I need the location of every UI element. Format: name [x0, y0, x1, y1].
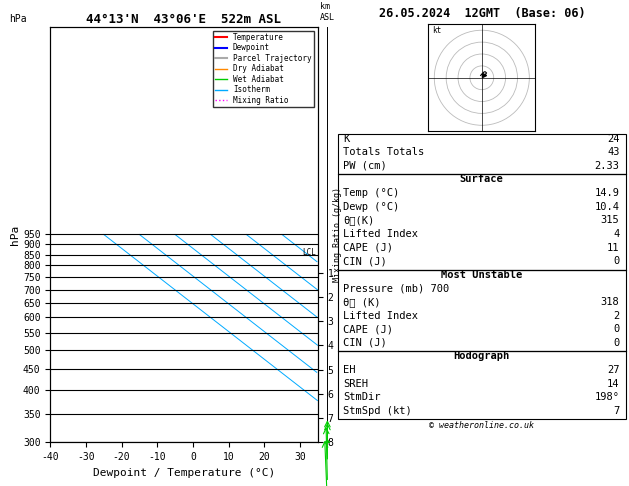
Text: 318: 318	[601, 297, 620, 307]
Text: 4: 4	[613, 229, 620, 239]
Text: Dewp (°C): Dewp (°C)	[343, 202, 399, 212]
Text: 24: 24	[607, 134, 620, 144]
Text: 0: 0	[613, 256, 620, 266]
Text: Temp (°C): Temp (°C)	[343, 188, 399, 198]
Text: 26.05.2024  12GMT  (Base: 06): 26.05.2024 12GMT (Base: 06)	[379, 7, 585, 20]
X-axis label: Dewpoint / Temperature (°C): Dewpoint / Temperature (°C)	[93, 468, 275, 478]
Legend: Temperature, Dewpoint, Parcel Trajectory, Dry Adiabat, Wet Adiabat, Isotherm, Mi: Temperature, Dewpoint, Parcel Trajectory…	[213, 31, 314, 107]
Title: 44°13'N  43°06'E  522m ASL: 44°13'N 43°06'E 522m ASL	[86, 13, 282, 26]
Text: 0: 0	[613, 324, 620, 334]
Text: 0: 0	[613, 338, 620, 348]
Text: SREH: SREH	[343, 379, 368, 389]
Text: Lifted Index: Lifted Index	[343, 311, 418, 321]
Text: StmDir: StmDir	[343, 392, 381, 402]
Text: 14: 14	[607, 379, 620, 389]
Text: StmSpd (kt): StmSpd (kt)	[343, 406, 411, 416]
Text: kt: kt	[432, 26, 441, 35]
Text: 315: 315	[601, 215, 620, 226]
Text: CIN (J): CIN (J)	[343, 256, 387, 266]
Text: CAPE (J): CAPE (J)	[343, 243, 392, 253]
Text: Hodograph: Hodograph	[453, 351, 509, 362]
Text: 198°: 198°	[594, 392, 620, 402]
Text: 11: 11	[607, 243, 620, 253]
Y-axis label: hPa: hPa	[10, 225, 20, 244]
Text: Totals Totals: Totals Totals	[343, 147, 424, 157]
Text: km
ASL: km ASL	[320, 2, 335, 22]
Text: LCL: LCL	[302, 248, 316, 257]
Text: 14.9: 14.9	[594, 188, 620, 198]
Text: 2: 2	[613, 311, 620, 321]
Text: EH: EH	[343, 365, 355, 375]
Text: K: K	[343, 134, 349, 144]
Text: 27: 27	[607, 365, 620, 375]
Text: 10.4: 10.4	[594, 202, 620, 212]
Text: © weatheronline.co.uk: © weatheronline.co.uk	[430, 421, 534, 430]
Text: Surface: Surface	[459, 174, 503, 185]
Text: 7: 7	[613, 406, 620, 416]
Text: hPa: hPa	[9, 14, 27, 24]
Text: θᴇ (K): θᴇ (K)	[343, 297, 381, 307]
Text: Most Unstable: Most Unstable	[440, 270, 522, 280]
Text: Pressure (mb) 700: Pressure (mb) 700	[343, 283, 449, 294]
Text: CAPE (J): CAPE (J)	[343, 324, 392, 334]
Text: θᴇ(K): θᴇ(K)	[343, 215, 374, 226]
Text: Lifted Index: Lifted Index	[343, 229, 418, 239]
Text: Mixing Ratio (g/kg): Mixing Ratio (g/kg)	[333, 187, 342, 282]
Text: 43: 43	[607, 147, 620, 157]
Text: PW (cm): PW (cm)	[343, 161, 387, 171]
Text: CIN (J): CIN (J)	[343, 338, 387, 348]
Text: 2.33: 2.33	[594, 161, 620, 171]
